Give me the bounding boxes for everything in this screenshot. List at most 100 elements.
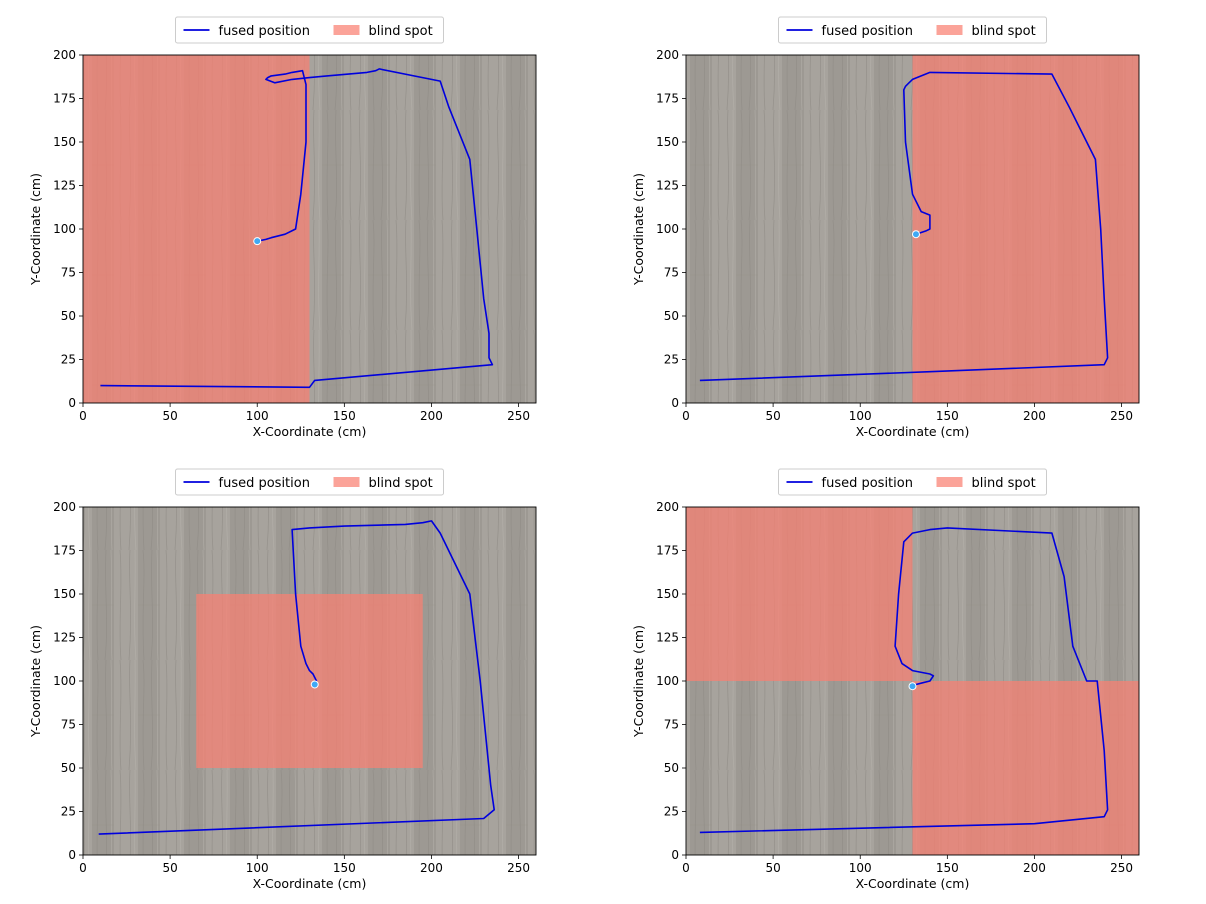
legend-patch-swatch — [936, 25, 963, 35]
legend: fused position blind spot — [175, 16, 444, 44]
y-axis-label: Y-Coordinate (cm) — [631, 625, 646, 738]
x-tick-label: 250 — [507, 409, 530, 423]
y-tick-label: 175 — [656, 544, 679, 558]
y-tick-label: 200 — [656, 500, 679, 514]
y-axis-label: Y-Coordinate (cm) — [28, 173, 43, 286]
legend-label-fused-position: fused position — [822, 476, 913, 491]
x-tick-label: 100 — [246, 861, 269, 875]
x-tick-label: 100 — [246, 409, 269, 423]
y-tick-label: 150 — [656, 587, 679, 601]
fused-position-line — [100, 68, 494, 389]
robot-marker — [310, 680, 319, 689]
legend-patch-swatch — [333, 477, 360, 487]
y-tick-label: 175 — [656, 92, 679, 106]
x-tick-label: 200 — [1023, 861, 1046, 875]
y-tick-label: 125 — [656, 631, 679, 645]
x-tick-label: 50 — [162, 861, 177, 875]
robot-marker — [908, 682, 917, 691]
legend: fused position blind spot — [778, 468, 1047, 496]
y-tick-label: 200 — [656, 48, 679, 62]
x-tick-label: 150 — [936, 861, 959, 875]
x-tick-label: 150 — [936, 409, 959, 423]
y-tick-label: 100 — [53, 222, 76, 236]
legend-patch-swatch — [333, 25, 360, 35]
x-tick-label: 150 — [333, 409, 356, 423]
y-tick-label: 100 — [53, 674, 76, 688]
x-tick-label: 250 — [1110, 861, 1133, 875]
y-tick-label: 125 — [656, 179, 679, 193]
robot-marker — [911, 230, 920, 239]
blind-spot-region — [196, 594, 423, 768]
y-tick-label: 50 — [61, 309, 76, 323]
y-tick-label: 25 — [61, 353, 76, 367]
chart-panel-bottom-right: 0 50 100 150 200 250 0 25 50 75 100 125 150 175 200 X-C… — [631, 468, 1140, 891]
x-tick-label: 250 — [1110, 409, 1133, 423]
chart-panel-bottom-left: 0 50 100 150 200 250 0 25 50 75 100 125 150 175 200 X-C… — [28, 468, 537, 891]
y-tick-label: 150 — [53, 587, 76, 601]
x-tick-label: 0 — [682, 861, 690, 875]
y-tick-label: 200 — [53, 500, 76, 514]
x-tick-label: 200 — [420, 409, 443, 423]
x-axis-label: X-Coordinate (cm) — [856, 424, 970, 439]
fused-position-line — [699, 71, 1109, 382]
x-tick-label: 50 — [162, 409, 177, 423]
y-tick-label: 100 — [656, 674, 679, 688]
y-tick-label: 125 — [53, 631, 76, 645]
x-axis-label: X-Coordinate (cm) — [253, 424, 367, 439]
legend: fused position blind spot — [778, 16, 1047, 44]
y-tick-label: 0 — [671, 396, 679, 410]
y-axis-label: Y-Coordinate (cm) — [631, 173, 646, 286]
x-axis-label: X-Coordinate (cm) — [856, 876, 970, 891]
y-tick-label: 50 — [664, 761, 679, 775]
fused-position-line — [699, 527, 1109, 834]
y-tick-label: 150 — [656, 135, 679, 149]
legend-label-fused-position: fused position — [219, 24, 310, 39]
x-tick-label: 0 — [79, 409, 87, 423]
blind-spot-region — [912, 55, 1139, 403]
legend: fused position blind spot — [175, 468, 444, 496]
legend-patch-swatch — [936, 477, 963, 487]
y-tick-label: 0 — [68, 396, 76, 410]
y-tick-label: 0 — [68, 848, 76, 862]
y-axis-label: Y-Coordinate (cm) — [28, 625, 43, 738]
y-tick-label: 25 — [61, 805, 76, 819]
y-tick-label: 150 — [53, 135, 76, 149]
y-tick-label: 25 — [664, 805, 679, 819]
y-tick-label: 175 — [53, 544, 76, 558]
legend-label-fused-position: fused position — [219, 476, 310, 491]
y-tick-label: 75 — [61, 266, 76, 280]
y-tick-label: 75 — [664, 718, 679, 732]
legend-label-blind-spot: blind spot — [369, 476, 433, 491]
fused-position-line — [98, 520, 496, 835]
legend-box — [175, 468, 444, 496]
y-tick-label: 50 — [61, 761, 76, 775]
y-tick-label: 75 — [61, 718, 76, 732]
blind-spot-region — [686, 507, 913, 681]
legend-label-blind-spot: blind spot — [369, 24, 433, 39]
y-tick-label: 25 — [664, 353, 679, 367]
legend-label-blind-spot: blind spot — [972, 24, 1036, 39]
x-tick-label: 50 — [765, 409, 780, 423]
x-tick-label: 0 — [682, 409, 690, 423]
x-tick-label: 50 — [765, 861, 780, 875]
legend-box — [778, 468, 1047, 496]
x-tick-label: 100 — [849, 409, 872, 423]
y-tick-label: 50 — [664, 309, 679, 323]
y-tick-label: 125 — [53, 179, 76, 193]
y-tick-label: 0 — [671, 848, 679, 862]
x-tick-label: 100 — [849, 861, 872, 875]
y-tick-label: 100 — [656, 222, 679, 236]
legend-box — [778, 16, 1047, 44]
x-tick-label: 200 — [420, 861, 443, 875]
y-tick-label: 175 — [53, 92, 76, 106]
x-tick-label: 200 — [1023, 409, 1046, 423]
legend-label-fused-position: fused position — [822, 24, 913, 39]
blind-spot-region — [83, 55, 310, 403]
legend-label-blind-spot: blind spot — [972, 476, 1036, 491]
y-tick-label: 200 — [53, 48, 76, 62]
x-tick-label: 150 — [333, 861, 356, 875]
legend-box — [175, 16, 444, 44]
y-tick-label: 75 — [664, 266, 679, 280]
robot-marker — [253, 237, 262, 246]
